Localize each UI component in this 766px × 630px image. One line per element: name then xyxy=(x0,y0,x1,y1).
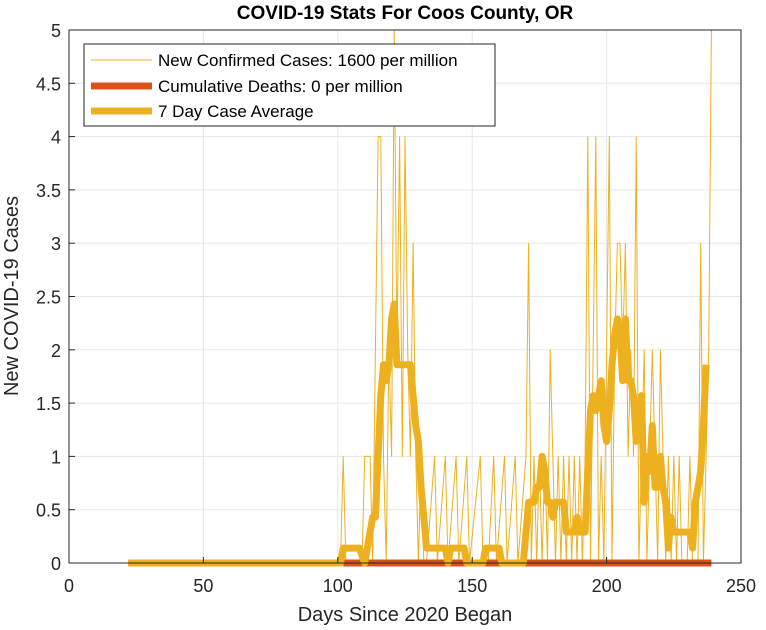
y-tick-label: 3.5 xyxy=(36,181,61,201)
y-tick-label: 0.5 xyxy=(36,501,61,521)
y-tick-label: 2 xyxy=(51,341,61,361)
legend-box xyxy=(83,43,496,127)
legend: New Confirmed Cases: 1600 per million Cu… xyxy=(83,43,496,127)
y-tick-label: 1 xyxy=(51,447,61,467)
x-tick-label: 50 xyxy=(193,576,213,596)
series-7-day-case-average xyxy=(128,300,710,567)
x-tick-label: 200 xyxy=(592,576,622,596)
y-tick-label: 1.5 xyxy=(36,394,61,414)
y-tick-label: 3 xyxy=(51,234,61,254)
x-tick-label: 100 xyxy=(323,576,353,596)
x-tick-label: 0 xyxy=(64,576,74,596)
y-tick-label: 2.5 xyxy=(36,288,61,308)
y-tick-label: 4.5 xyxy=(36,74,61,94)
y-axis-ticks: 0 0.5 1 1.5 2 2.5 3 3.5 4 4.5 5 xyxy=(36,21,75,574)
x-axis-label: Days Since 2020 Began xyxy=(298,604,513,626)
legend-label-7-day-average: 7 Day Case Average xyxy=(158,102,314,121)
y-tick-label: 5 xyxy=(51,21,61,41)
legend-label-new-cases: New Confirmed Cases: 1600 per million xyxy=(158,51,458,70)
x-axis-ticks: 0 50 100 150 200 250 xyxy=(64,557,756,596)
y-axis-label: New COVID-19 Cases xyxy=(1,196,23,396)
legend-label-cumulative-deaths: Cumulative Deaths: 0 per million xyxy=(158,77,403,96)
chart-title: COVID-19 Stats For Coos County, OR xyxy=(237,3,574,24)
x-tick-label: 250 xyxy=(726,576,756,596)
y-tick-label: 4 xyxy=(51,128,61,148)
x-tick-label: 150 xyxy=(457,576,487,596)
y-tick-label: 0 xyxy=(51,554,61,574)
